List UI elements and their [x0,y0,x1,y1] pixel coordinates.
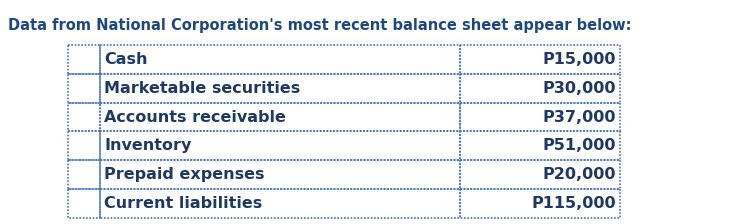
Bar [100,131,460,160]
Bar [68,131,100,160]
Bar [460,45,620,74]
Text: Data from National Corporation's most recent balance sheet appear below:: Data from National Corporation's most re… [8,18,631,33]
Text: Prepaid expenses: Prepaid expenses [104,167,265,182]
Text: Inventory: Inventory [104,138,191,153]
Text: P37,000: P37,000 [543,110,616,125]
Bar [68,160,100,189]
Text: P115,000: P115,000 [531,196,616,211]
Bar [100,74,460,103]
Bar [460,131,620,160]
Bar [100,189,460,218]
Text: Marketable securities: Marketable securities [104,81,300,96]
Bar [460,160,620,189]
Bar [460,103,620,131]
Text: Cash: Cash [104,52,147,67]
Bar [100,45,460,74]
Text: Accounts receivable: Accounts receivable [104,110,286,125]
Text: P20,000: P20,000 [543,167,616,182]
Text: P15,000: P15,000 [543,52,616,67]
Bar [460,74,620,103]
Text: P30,000: P30,000 [543,81,616,96]
Bar [100,103,460,131]
Bar [68,45,100,74]
Bar [68,103,100,131]
Text: P51,000: P51,000 [543,138,616,153]
Bar [68,189,100,218]
Text: Current liabilities: Current liabilities [104,196,262,211]
Bar [460,189,620,218]
Bar [68,74,100,103]
Bar [100,160,460,189]
